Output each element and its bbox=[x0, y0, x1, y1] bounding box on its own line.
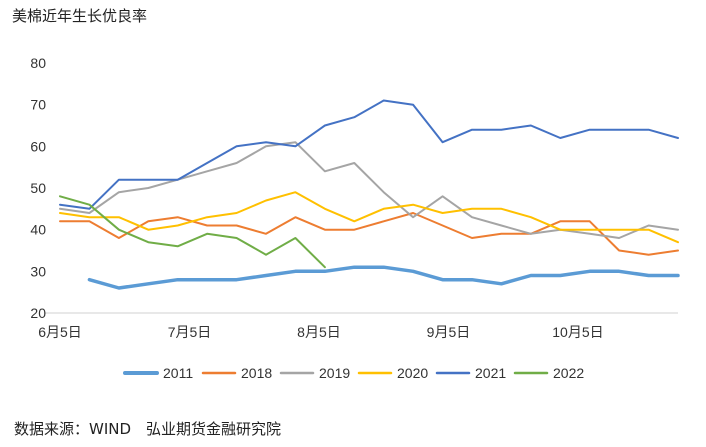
y-tick-label: 30 bbox=[30, 263, 46, 279]
series-lines bbox=[59, 99, 680, 290]
legend-label-2021: 2021 bbox=[475, 365, 506, 381]
x-axis-ticks: 6月5日 7月5日 8月5日 9月5日 10月5日 bbox=[38, 324, 603, 340]
y-tick-label: 40 bbox=[30, 222, 46, 238]
legend-label-2019: 2019 bbox=[319, 365, 350, 381]
x-tick-label: 6月5日 bbox=[38, 324, 82, 340]
series-line-2021 bbox=[59, 99, 679, 210]
legend-label-2020: 2020 bbox=[397, 365, 428, 381]
source-footer: 数据来源：WIND 弘业期货金融研究院 bbox=[14, 420, 282, 438]
x-tick-label: 9月5日 bbox=[427, 324, 471, 340]
series-line-2019 bbox=[59, 141, 679, 239]
y-tick-label: 50 bbox=[30, 180, 46, 196]
legend-label-2011: 2011 bbox=[163, 365, 193, 381]
y-tick-label: 80 bbox=[30, 55, 46, 71]
y-axis-ticks: 20 30 40 50 60 70 80 bbox=[30, 55, 46, 321]
series-line-2011 bbox=[87, 265, 680, 290]
y-tick-label: 20 bbox=[30, 305, 46, 321]
legend-label-2022: 2022 bbox=[553, 365, 584, 381]
y-tick-label: 70 bbox=[30, 97, 46, 113]
series-line-2020 bbox=[59, 191, 679, 244]
x-tick-label: 8月5日 bbox=[297, 324, 341, 340]
y-tick-label: 60 bbox=[30, 138, 46, 154]
series-line-2018 bbox=[59, 212, 679, 256]
x-tick-label: 7月5日 bbox=[168, 324, 212, 340]
series-line-2022 bbox=[59, 195, 326, 269]
legend-label-2018: 2018 bbox=[241, 365, 272, 381]
chart-legend: 2011 2018 2019 2020 2021 2022 bbox=[123, 365, 584, 381]
chart-title: 美棉近年生长优良率 bbox=[12, 7, 148, 25]
x-tick-label: 10月5日 bbox=[552, 324, 603, 340]
